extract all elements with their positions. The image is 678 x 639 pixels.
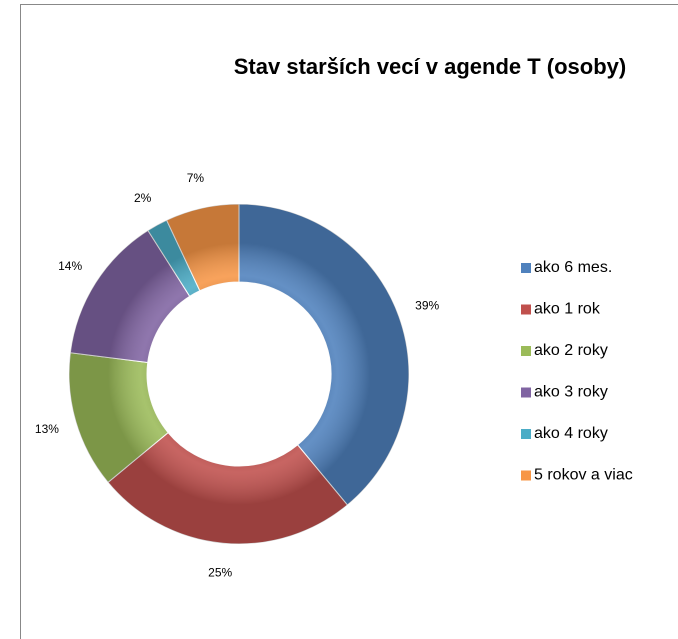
legend-label: ako 4 roky (534, 425, 608, 442)
data-label: 25% (208, 565, 232, 579)
legend-label: ako 3 roky (534, 384, 608, 401)
legend-label: 5 rokov a viac (534, 467, 633, 484)
legend-swatch (521, 346, 531, 356)
legend-label: ako 6 mes. (534, 259, 612, 276)
legend-swatch (521, 304, 531, 315)
chart-title: Stav starších vecí v agende T (osoby) (234, 54, 626, 79)
data-label: 14% (58, 259, 82, 273)
data-label: 13% (35, 422, 59, 436)
data-label: 2% (134, 191, 152, 205)
data-label: 7% (187, 171, 205, 185)
data-label: 39% (415, 298, 439, 312)
legend-label: ako 1 rok (534, 301, 601, 318)
legend-label: ako 2 roky (534, 342, 608, 359)
legend-swatch (521, 263, 531, 273)
legend-swatch (521, 387, 531, 398)
legend-swatch (521, 470, 531, 481)
legend-swatch (521, 429, 531, 439)
